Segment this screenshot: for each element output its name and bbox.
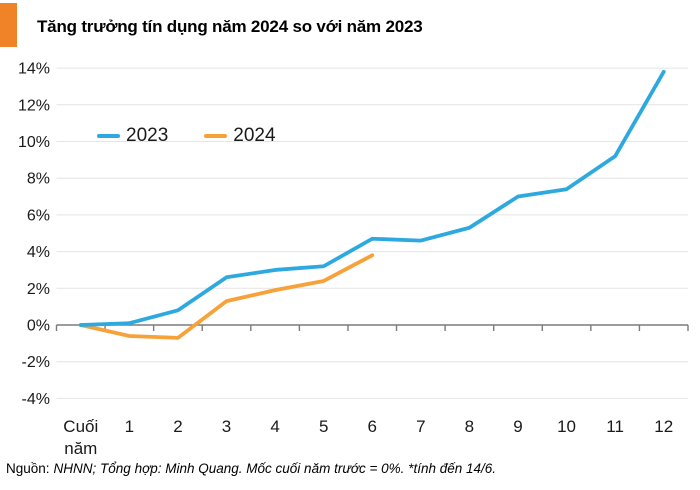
chart-title: Tăng trưởng tín dụng năm 2024 so với năm… [37,17,423,36]
legend-label-2023: 2023 [126,125,169,146]
y-tick-label: 14% [18,61,50,78]
legend-swatch-2024 [204,134,228,138]
x-tick-label: 9 [513,417,522,436]
chart-legend: 2023 2024 [97,125,276,147]
x-tick-label: 12 [654,417,673,436]
y-tick-label: -2% [22,354,50,371]
source-note: Nguồn: NHNN; Tổng hợp: Minh Quang. Mốc cu… [6,461,496,476]
x-tick-label: 5 [319,417,328,436]
y-tick-label: 2% [27,281,50,298]
y-tick-label: -4% [22,391,50,408]
legend-item-2023: 2023 [97,125,168,147]
x-tick-label: năm [64,439,97,458]
title-accent-bar [0,3,17,47]
y-tick-label: 10% [18,134,50,151]
x-tick-label: 1 [125,417,134,436]
x-tick-label: 10 [557,417,576,436]
x-tick-label: 6 [368,417,377,436]
x-tick-label: 11 [606,417,624,436]
series-line-2024 [78,253,375,340]
x-tick-label: 2 [173,417,182,436]
legend-label-2024: 2024 [233,125,276,146]
y-tick-label: 8% [27,171,50,188]
y-tick-label: 6% [27,207,50,224]
source-prefix: Nguồn: [6,461,50,476]
series-line-2023 [78,69,666,327]
legend-swatch-2023 [97,134,120,138]
source-text: NHNN; Tổng hợp: Minh Quang. Mốc cuối năm… [53,461,497,476]
x-tick-label: 8 [465,417,474,436]
x-tick-label: 7 [416,417,425,436]
y-tick-label: 0% [27,318,50,335]
x-tick-label: 3 [222,417,231,436]
legend-item-2024: 2024 [204,125,276,147]
y-tick-label: 4% [27,244,50,261]
x-tick-label: 4 [270,417,279,436]
x-tick-label: Cuối [63,417,98,436]
y-tick-label: 12% [18,97,50,114]
